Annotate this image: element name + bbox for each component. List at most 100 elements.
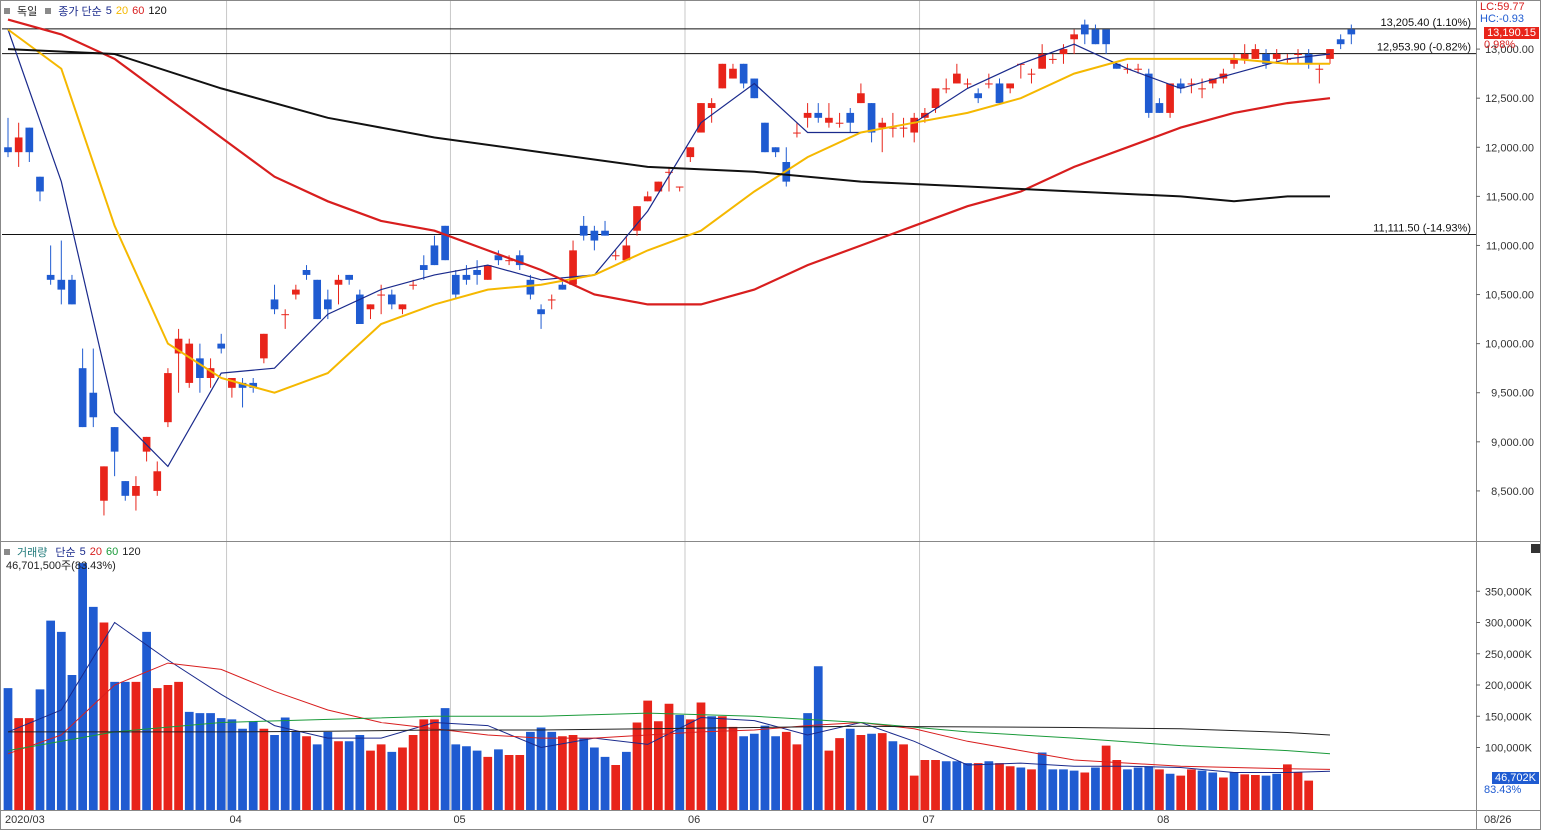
volume-ma-layer <box>7 621 1331 773</box>
volume-bar <box>1069 770 1079 810</box>
volume-bar <box>366 750 375 810</box>
candle-body <box>206 368 215 378</box>
volume-panel-toggle-icon[interactable] <box>1531 544 1540 553</box>
volume-ytick-label: 150,000K <box>1485 711 1533 723</box>
candle-body <box>270 299 279 310</box>
price-ytick-label: 9,500.00 <box>1491 388 1534 400</box>
volume-ytick-label: 300,000K <box>1485 618 1533 630</box>
candle-body <box>324 299 332 310</box>
candle-body <box>1027 73 1036 75</box>
volume-current-badge: 46,702K <box>1492 772 1539 784</box>
candle-body <box>761 122 769 153</box>
volume-bar <box>152 688 162 810</box>
candle-body <box>889 127 897 129</box>
volume-bar <box>504 755 514 810</box>
volume-bar <box>1240 774 1250 810</box>
volume-bar <box>1197 770 1207 810</box>
candle-body <box>302 270 311 275</box>
candle-body <box>1091 29 1100 45</box>
volume-bar <box>558 736 567 810</box>
volume-bar <box>344 741 354 810</box>
volume-bar <box>1176 775 1186 810</box>
volume-bar <box>995 763 1004 810</box>
volume-bar <box>1112 760 1122 810</box>
candle-body <box>1336 39 1345 45</box>
candle-body <box>995 83 1004 104</box>
volume-bar <box>675 715 685 810</box>
candle-body <box>217 343 226 349</box>
volume-bar <box>1059 769 1068 810</box>
axis-labels: 2020/03 04 05 06 07 08 08/26 8,500.00 9,000.00 9,… <box>5 44 1534 826</box>
volume-bar <box>888 741 898 810</box>
candle-body <box>558 284 567 290</box>
candle-body <box>547 299 556 301</box>
candle-body <box>419 265 428 270</box>
x-tick-label: 04 <box>230 814 242 826</box>
candle-body <box>526 279 535 295</box>
volume-bar <box>494 749 503 810</box>
volume-bar <box>632 722 642 810</box>
volume-bar <box>1091 767 1100 810</box>
candle-body <box>825 117 833 123</box>
volume-bar <box>600 756 610 810</box>
volume-bar <box>909 775 919 810</box>
volume-bar <box>334 741 343 810</box>
candle-body <box>1070 34 1078 40</box>
volume-bar <box>867 733 876 810</box>
candle-body <box>1240 54 1249 59</box>
volume-bar <box>291 731 301 810</box>
volume-bar <box>195 713 205 810</box>
volume-ytick-label: 200,000K <box>1485 680 1533 692</box>
volume-bar <box>1037 752 1047 810</box>
candle-body <box>675 186 684 188</box>
volume-bar <box>419 719 429 810</box>
candle-body <box>132 486 140 496</box>
volume-ytick-label: 100,000K <box>1485 743 1533 755</box>
volume-bar <box>110 681 119 810</box>
candle-body <box>601 230 609 236</box>
candle-body <box>228 378 236 388</box>
candle-body <box>462 274 471 280</box>
candle-body <box>441 225 449 261</box>
volume-bar <box>813 666 823 810</box>
price-ma-60-line <box>7 18 1331 306</box>
volume-bar <box>1123 769 1132 810</box>
volume-bar <box>984 761 994 810</box>
volume-bar <box>99 622 109 810</box>
candle-body <box>579 225 588 236</box>
candle-body <box>697 103 705 133</box>
volume-bar <box>749 733 759 810</box>
hc-readout: HC:-0.93 <box>1480 13 1525 25</box>
volume-bar <box>131 681 141 810</box>
volume-legend-name: 거래량 <box>17 547 48 559</box>
candle-body <box>14 137 23 153</box>
volume-bar <box>184 711 194 810</box>
volume-bar <box>1101 745 1111 810</box>
candle-body <box>1134 68 1142 70</box>
volume-bar <box>941 761 951 810</box>
volume-bar <box>3 688 13 810</box>
x-tick-label: 07 <box>923 814 935 826</box>
candle-body <box>409 284 417 286</box>
volume-readout: 46,701,500주(83.43%) <box>6 560 116 572</box>
volume-bar <box>430 719 439 810</box>
candle-body <box>1059 49 1068 54</box>
candle-body <box>590 230 599 241</box>
candle-body <box>942 88 951 90</box>
volume-bar <box>120 681 130 810</box>
volume-bar <box>579 738 589 810</box>
candle-body <box>355 294 364 324</box>
candle-body <box>963 83 972 85</box>
candle-body <box>260 333 268 359</box>
legend-period-5: 5 <box>105 5 112 17</box>
candle-body <box>185 343 194 383</box>
volume-bar <box>1293 772 1303 810</box>
x-tick-label: 08 <box>1157 814 1169 826</box>
price-ytick-label: 11,000.00 <box>1486 240 1534 252</box>
volume-bar <box>302 736 311 810</box>
volume-bar <box>845 728 855 810</box>
candle-body <box>643 196 652 202</box>
volume-legend-period-20: 20 <box>89 546 102 558</box>
volume-bar <box>824 750 834 810</box>
candle-body <box>1102 29 1110 45</box>
